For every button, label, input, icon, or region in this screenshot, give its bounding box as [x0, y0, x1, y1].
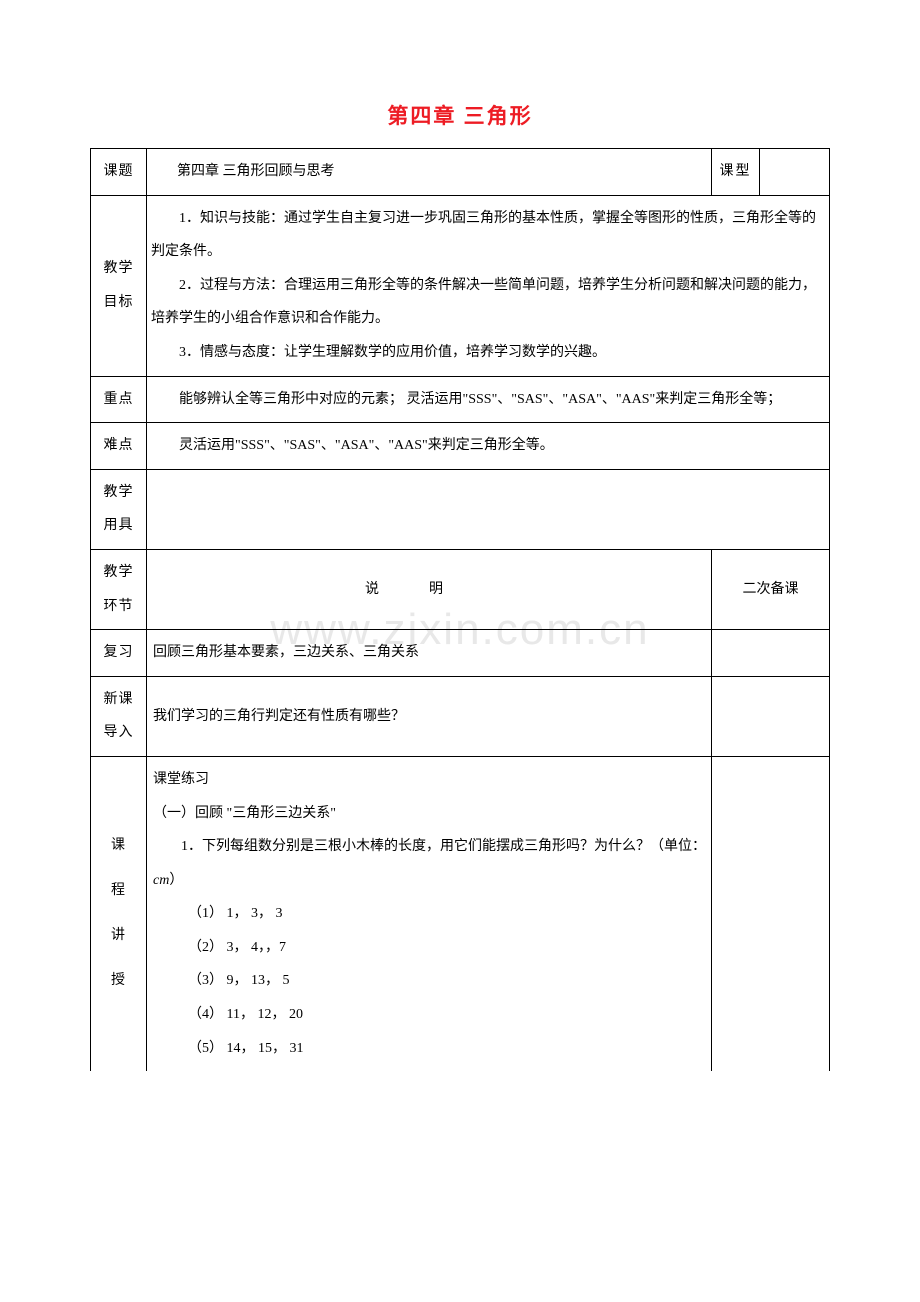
label-jiaoxue-huanjie: 教学环节 [91, 549, 147, 629]
label-zhongdian: 重点 [91, 376, 147, 423]
table-row: 难点 灵活运用"SSS"、"SAS"、"ASA"、"AAS"来判定三角形全等。 [91, 423, 830, 470]
table-row: 复习 回顾三角形基本要素，三边关系、三角关系 [91, 630, 830, 677]
table-row: 课题 第四章 三角形回顾与思考 课型 [91, 149, 830, 196]
section-1: （一）回顾 "三角形三边关系" [153, 797, 707, 831]
fuxi-note [712, 630, 830, 677]
option-1-5: （5） 14， 15， 31 [153, 1032, 707, 1066]
lesson-plan-table: 课题 第四章 三角形回顾与思考 课型 教学目标 1．知识与技能：通过学生自主复习… [90, 148, 830, 1071]
mubiao-line-3: 3．情感与态度：让学生理解数学的应用价值，培养学习数学的兴趣。 [151, 336, 825, 370]
label-erci-beike: 二次备课 [712, 549, 830, 629]
label-jiaoxue-yongju: 教学用具 [91, 469, 147, 549]
table-row: 重点 能够辨认全等三角形中对应的元素； 灵活运用"SSS"、"SAS"、"ASA… [91, 376, 830, 423]
page-title: 第四章 三角形 [90, 100, 830, 130]
question-1: 1．下列每组数分别是三根小木棒的长度，用它们能摆成三角形吗？为什么？（单位：cm… [153, 830, 707, 897]
zhongdian-text: 能够辨认全等三角形中对应的元素； 灵活运用"SSS"、"SAS"、"ASA"、"… [151, 383, 825, 417]
document-wrapper: 第四章 三角形 课题 第四章 三角形回顾与思考 课型 教学目标 1．知识与技能：… [90, 100, 830, 1071]
nandian-content: 灵活运用"SSS"、"SAS"、"ASA"、"AAS"来判定三角形全等。 [147, 423, 830, 470]
label-fuxi: 复习 [91, 630, 147, 677]
option-1-1: （1） 1， 3， 3 [153, 897, 707, 931]
yongju-content [147, 469, 830, 549]
daoru-note [712, 676, 830, 756]
label-nandian: 难点 [91, 423, 147, 470]
option-1-2: （2） 3， 4，，7 [153, 931, 707, 965]
option-1-4: （4） 11， 12， 20 [153, 998, 707, 1032]
fuxi-content: 回顾三角形基本要素，三边关系、三角关系 [147, 630, 712, 677]
label-jiaoxue-mubiao: 教学目标 [91, 195, 147, 376]
table-row: 教学用具 [91, 469, 830, 549]
label-shuoming: 说明 [147, 549, 712, 629]
kecheng-note [712, 756, 830, 1071]
label-keti: 课题 [91, 149, 147, 196]
ketang-lianxi: 课堂练习 [153, 763, 707, 797]
kecheng-content: 课堂练习 （一）回顾 "三角形三边关系" 1．下列每组数分别是三根小木棒的长度，… [147, 756, 712, 1071]
zhongdian-content: 能够辨认全等三角形中对应的元素； 灵活运用"SSS"、"SAS"、"ASA"、"… [147, 376, 830, 423]
label-xinke-daoru: 新课导入 [91, 676, 147, 756]
option-1-3: （3） 9， 13， 5 [153, 964, 707, 998]
mubiao-line-2: 2．过程与方法：合理运用三角形全等的条件解决一些简单问题，培养学生分析问题和解决… [151, 269, 825, 336]
keti-value: 第四章 三角形回顾与思考 [147, 149, 712, 196]
kexing-value [760, 149, 830, 196]
table-row: 教学目标 1．知识与技能：通过学生自主复习进一步巩固三角形的基本性质，掌握全等图… [91, 195, 830, 376]
nandian-text: 灵活运用"SSS"、"SAS"、"ASA"、"AAS"来判定三角形全等。 [151, 429, 825, 463]
table-row: 新课导入 我们学习的三角行判定还有性质有哪些？ [91, 676, 830, 756]
table-row: 课程讲授 课堂练习 （一）回顾 "三角形三边关系" 1．下列每组数分别是三根小木… [91, 756, 830, 1071]
label-kecheng-jiangsou: 课程讲授 [91, 756, 147, 1071]
label-kexing: 课型 [712, 149, 760, 196]
mubiao-content: 1．知识与技能：通过学生自主复习进一步巩固三角形的基本性质，掌握全等图形的性质，… [147, 195, 830, 376]
table-row: 教学环节 说明 二次备课 [91, 549, 830, 629]
mubiao-line-1: 1．知识与技能：通过学生自主复习进一步巩固三角形的基本性质，掌握全等图形的性质，… [151, 202, 825, 269]
daoru-content: 我们学习的三角行判定还有性质有哪些？ [147, 676, 712, 756]
